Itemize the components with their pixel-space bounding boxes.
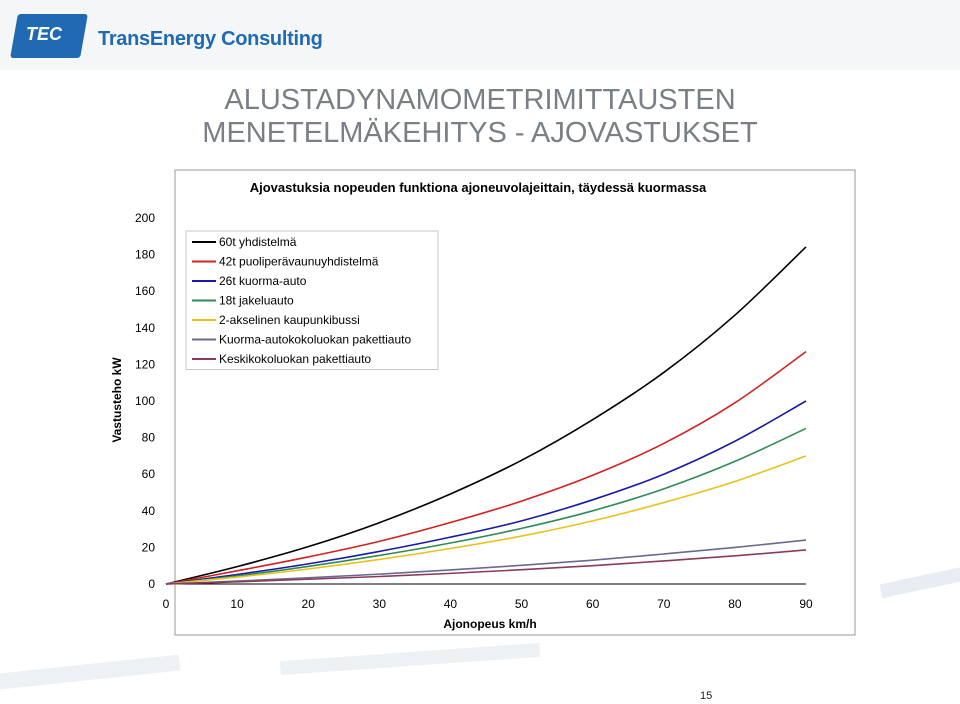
y-axis-label: Vastusteho kW [110, 357, 124, 443]
x-tick-label: 20 [302, 597, 316, 611]
legend-label: 2-akselinen kaupunkibussi [219, 313, 360, 327]
x-tick-label: 80 [728, 597, 742, 611]
page-number: 15 [700, 690, 713, 702]
logo-badge-text: TEC [26, 24, 62, 44]
y-tick-label: 20 [142, 540, 156, 554]
legend-label: 18t jakeluauto [219, 294, 294, 308]
y-tick-label: 160 [135, 284, 155, 298]
y-tick-label: 60 [142, 467, 156, 481]
slide-title-line-2: MENETELMÄKEHITYS - AJOVASTUKSET [202, 117, 758, 149]
chart-title: Ajovastuksia nopeuden funktiona ajoneuvo… [250, 180, 707, 195]
x-tick-label: 70 [657, 597, 671, 611]
series-line-1 [165, 246, 807, 585]
series-line-6 [165, 539, 807, 585]
x-tick-label: 60 [586, 597, 600, 611]
logo-name: TransEnergy Consulting [98, 28, 323, 50]
x-tick-label: 40 [444, 597, 458, 611]
company-logo: TEC TransEnergy Consulting [10, 12, 323, 64]
x-axis-label: Ajonopeus km/h [443, 617, 536, 631]
series-line-5 [165, 455, 807, 585]
legend-box [185, 230, 439, 370]
legend-label: 60t yhdistelmä [219, 235, 297, 249]
series-line-4 [165, 427, 807, 585]
y-tick-label: 140 [135, 321, 155, 335]
x-tick-label: 50 [515, 597, 529, 611]
x-tick-label: 90 [799, 597, 813, 611]
series-line-3 [165, 400, 807, 585]
y-tick-label: 100 [135, 394, 155, 408]
series-line-7 [165, 549, 807, 585]
x-tick-label: 0 [163, 597, 170, 611]
y-tick-label: 40 [142, 504, 156, 518]
series-line-2 [165, 350, 807, 585]
x-tick-label: 10 [230, 597, 244, 611]
y-tick-label: 0 [148, 577, 155, 591]
background-stripe [0, 0, 960, 70]
y-tick-label: 200 [135, 211, 155, 225]
slide-title-line-1: ALUSTADYNAMOMETRIMITTAUSTEN [224, 84, 736, 116]
y-tick-label: 80 [142, 431, 156, 445]
x-tick-label: 30 [373, 597, 387, 611]
legend-label: Keskikokoluokan pakettiauto [219, 352, 371, 366]
y-tick-label: 120 [135, 357, 155, 371]
y-tick-label: 180 [135, 248, 155, 262]
legend-label: 42t puoliperävaunuyhdistelmä [219, 255, 379, 269]
legend-label: Kuorma-autokokoluokan pakettiauto [219, 333, 411, 347]
legend-label: 26t kuorma-auto [219, 274, 307, 288]
